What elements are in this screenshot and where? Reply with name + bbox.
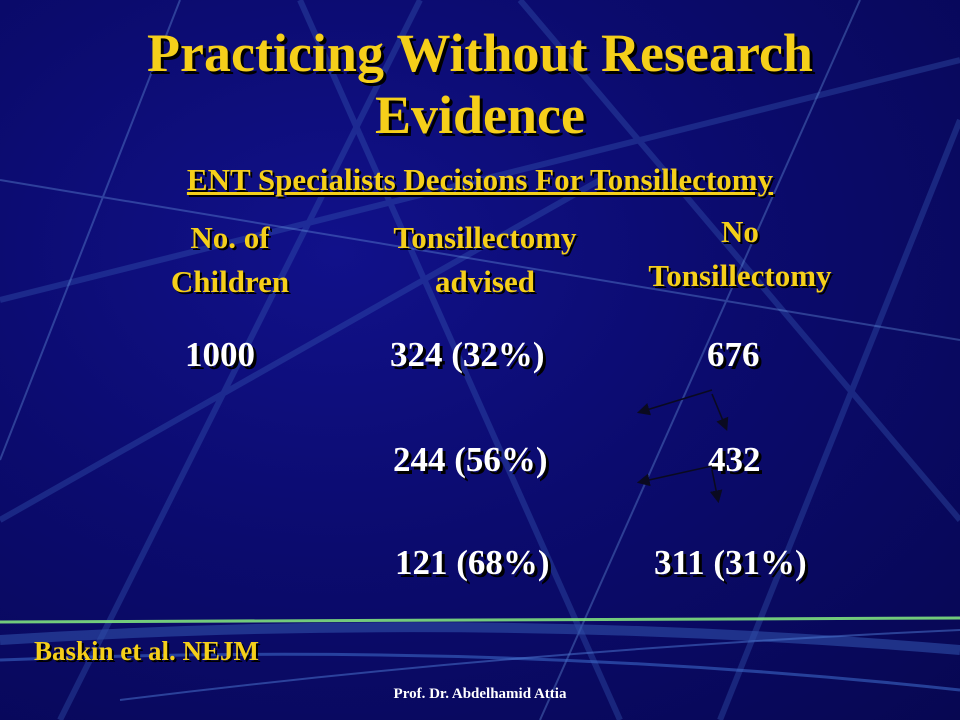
title-line-2: Evidence: [375, 85, 585, 145]
header-no-line-2: Tonsillectomy: [648, 258, 832, 293]
row-1-advised: 324 (32%): [390, 335, 545, 374]
slide-title: Practicing Without Research Evidence: [0, 22, 960, 146]
slide-subtitle: ENT Specialists Decisions For Tonsillect…: [186, 162, 774, 197]
row-1-no: 676: [707, 335, 760, 374]
reference-citation: Baskin et al. NEJM: [34, 636, 260, 666]
header-advised-line-2: advised: [435, 264, 535, 299]
footer-author: Prof. Dr. Abdelhamid Attia: [393, 686, 567, 702]
header-children: No. of Children: [130, 216, 330, 304]
title-line-1: Practicing Without Research: [147, 23, 813, 83]
row-2-advised: 244 (56%): [393, 440, 548, 479]
header-advised-line-1: Tonsillectomy: [393, 220, 577, 255]
header-children-line-2: Children: [170, 264, 290, 299]
header-tonsillectomy-advised: Tonsillectomy advised: [355, 216, 615, 304]
row-3-advised: 121 (68%): [395, 543, 550, 582]
header-children-line-1: No. of: [190, 220, 270, 255]
row-3-no: 311 (31%): [654, 543, 807, 582]
header-no-tonsillectomy: No Tonsillectomy: [615, 210, 865, 298]
row-2-no: 432: [708, 440, 761, 479]
row-1-children: 1000: [185, 335, 255, 374]
header-no-line-1: No: [721, 214, 759, 249]
